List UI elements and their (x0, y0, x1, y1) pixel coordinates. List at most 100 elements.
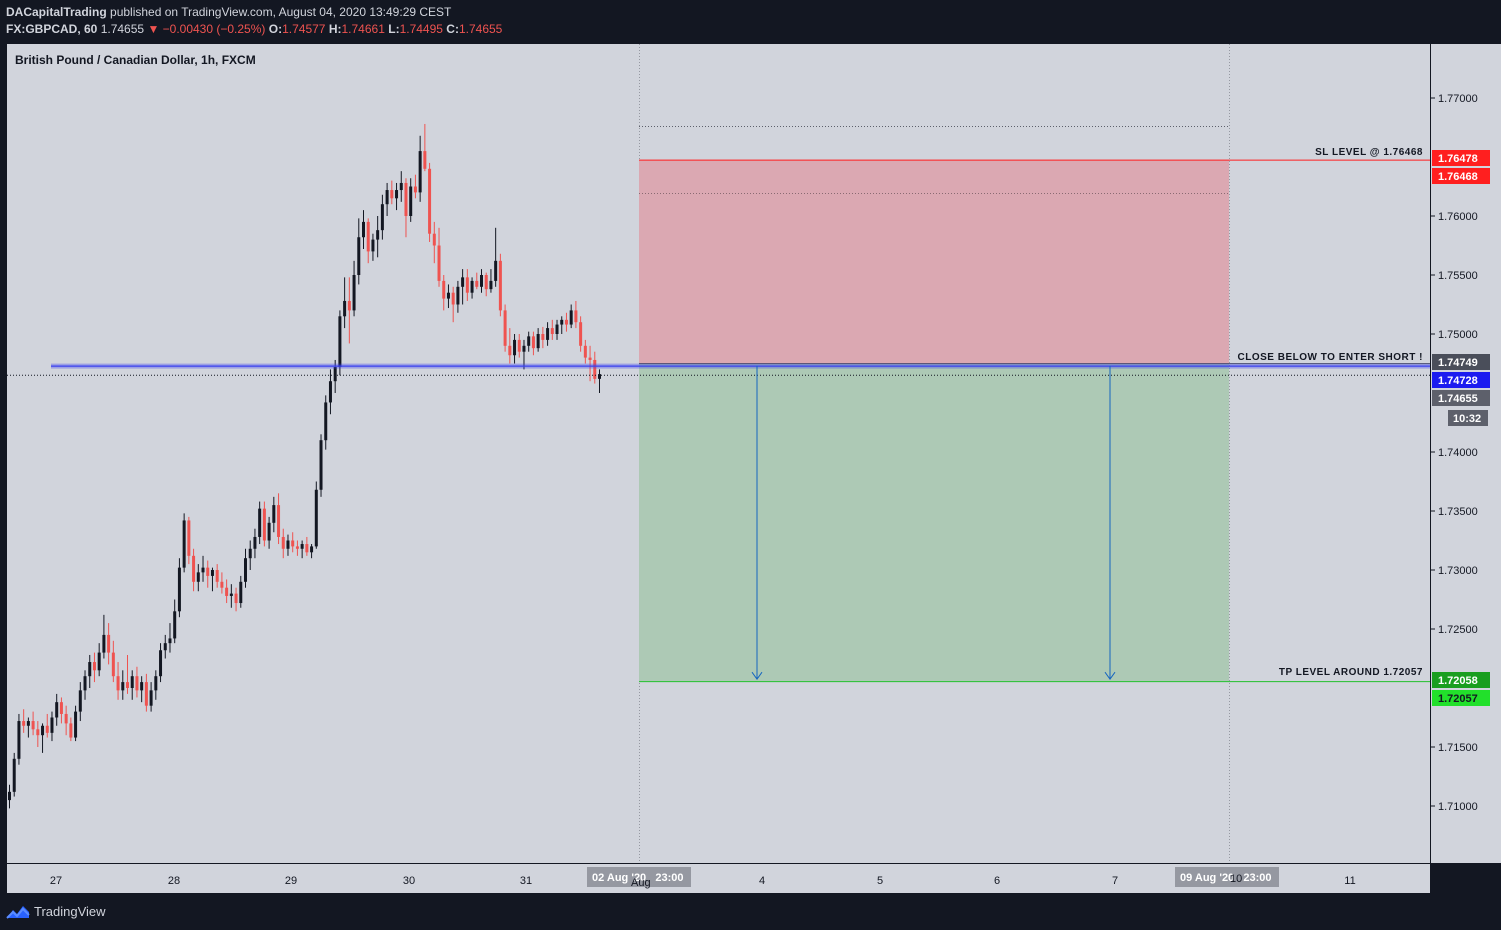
open-label: O: (268, 22, 283, 36)
candle (272, 496, 276, 533)
candle-body (300, 544, 304, 549)
candle-body (291, 540, 295, 547)
range-start-badge: 02 Aug '20 23:00 (587, 867, 691, 887)
author-name[interactable]: DACapitalTrading (6, 5, 107, 19)
candle-body (380, 204, 384, 231)
entry-line-price-badge: 1.74728 (1432, 372, 1490, 388)
close-value: 1.74655 (458, 22, 503, 36)
candle (244, 548, 247, 588)
candle (522, 339, 526, 370)
y-axis-ticks: 1.77000 1.76000 1.75500 1.75000 1.74000 1.735… (1431, 93, 1478, 813)
x-axis-ticks: 27 28 29 30 31 4 5 6 7 11 (50, 875, 1356, 887)
candle-body (78, 690, 82, 712)
candle-body (328, 381, 332, 403)
candle (376, 216, 380, 258)
candle-body (395, 190, 399, 199)
range-end-badge: 09 Aug '20 23:00 (1175, 867, 1279, 887)
candle (569, 304, 573, 329)
tp-price-badge: 1.72058 (1432, 672, 1490, 688)
candle-body (45, 725, 49, 733)
candle (310, 544, 314, 559)
candle (281, 528, 285, 559)
candle-body (173, 611, 177, 639)
candle (461, 269, 465, 305)
candle-body (41, 725, 45, 736)
tradingview-logo-icon[interactable] (6, 902, 30, 920)
candle-body (456, 286, 460, 305)
y-tick-label: 1.73500 (1438, 506, 1478, 518)
arrow-head (751, 671, 763, 681)
take-profit-zone (639, 363, 1229, 682)
y-tick-label: 1.72500 (1438, 624, 1478, 636)
candle-body (140, 682, 144, 691)
candle (201, 555, 205, 582)
candle (295, 540, 299, 556)
entry-annotation[interactable]: CLOSE BELOW TO ENTER SHORT ! (1238, 352, 1423, 363)
candle-body (574, 310, 578, 323)
candle (248, 540, 252, 570)
candle (50, 711, 54, 742)
candle-body (244, 558, 247, 582)
candle (107, 623, 111, 665)
candle-body (446, 292, 450, 299)
x-tick-label: 5 (877, 875, 883, 887)
candle-body (362, 221, 365, 238)
candle-body (423, 151, 427, 169)
candle-body (522, 345, 526, 352)
candle (286, 534, 290, 556)
sl-annotation[interactable]: SL LEVEL @ 1.76468 (1315, 147, 1423, 158)
sl-price-label: 1.76478 (1438, 153, 1478, 165)
candle-body (357, 237, 361, 275)
x-tick-label: 27 (50, 875, 62, 887)
candle-body (560, 319, 564, 325)
candle (36, 721, 40, 747)
candle (451, 286, 455, 323)
stop-loss-zone (639, 159, 1229, 364)
candle (366, 218, 370, 264)
candle (74, 705, 78, 742)
y-tick-label: 1.71500 (1438, 742, 1478, 754)
candle (305, 536, 309, 556)
candle-body (210, 570, 214, 576)
candle (480, 269, 483, 293)
candle (362, 210, 365, 250)
candle-body (267, 522, 271, 541)
candle-body (277, 505, 281, 537)
candle (484, 272, 488, 297)
candle-body (310, 546, 314, 553)
candle (432, 221, 436, 264)
candle (541, 326, 545, 349)
candle (31, 711, 35, 736)
candle-body (371, 239, 375, 252)
candle-body (229, 593, 233, 596)
candle-body (55, 702, 59, 718)
candle-body (97, 652, 101, 671)
candle-body (347, 300, 351, 311)
candle-body (451, 292, 455, 305)
candle (338, 310, 342, 376)
candle-body (8, 791, 11, 801)
range-start-label: 02 Aug '20 23:00 (592, 872, 683, 884)
candle (45, 713, 49, 738)
candle-body (22, 721, 26, 726)
candle-body (17, 721, 21, 759)
candle-body (83, 676, 87, 691)
footer-brand[interactable]: TradingView (34, 904, 106, 919)
candle (380, 194, 384, 240)
candle-body (168, 638, 172, 644)
candle (579, 316, 583, 352)
candle-body (92, 662, 96, 671)
candle-body (295, 546, 299, 549)
candle-body (503, 310, 507, 346)
tp-annotation[interactable]: TP LEVEL AROUND 1.72057 (1279, 667, 1423, 678)
publish-info: published on TradingView.com, August 04,… (110, 5, 452, 19)
chart-canvas[interactable]: British Pound / Canadian Dollar, 1h, FXC… (0, 44, 1501, 893)
candle-body (163, 643, 167, 651)
chart-frame[interactable]: British Pound / Canadian Dollar, 1h, FXC… (0, 44, 1501, 893)
candle (267, 516, 271, 549)
candle-body (404, 182, 408, 216)
candle (111, 640, 115, 683)
countdown-label: 10:32 (1453, 413, 1481, 425)
candle (423, 123, 427, 172)
candle-body (36, 729, 40, 736)
